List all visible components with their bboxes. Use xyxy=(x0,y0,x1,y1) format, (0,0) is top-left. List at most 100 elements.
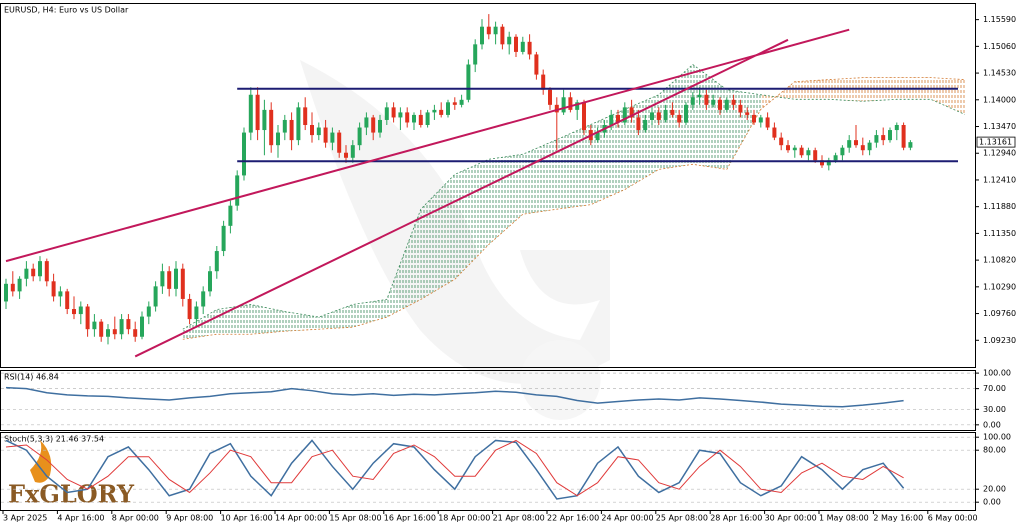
candle-body xyxy=(554,104,559,113)
candle-body xyxy=(187,298,192,320)
candle-body xyxy=(520,41,525,52)
candle-body xyxy=(418,114,423,126)
candle-body xyxy=(677,114,682,123)
x-tick-label: 18 Apr 00:00 xyxy=(438,514,490,523)
indicator-line xyxy=(5,439,905,500)
x-tick-label: 24 Apr 00:00 xyxy=(601,514,653,523)
candle-body xyxy=(568,97,573,110)
candle-body xyxy=(711,99,716,105)
candle-body xyxy=(697,94,702,98)
candle-body xyxy=(806,150,811,156)
candle-body xyxy=(378,119,382,133)
cloud-area xyxy=(284,311,319,332)
candle-body xyxy=(833,155,838,161)
candle-body xyxy=(51,281,56,297)
candle-body xyxy=(58,291,63,297)
candle-body xyxy=(765,117,770,128)
candle-body xyxy=(289,119,294,141)
candle-body xyxy=(432,109,437,113)
cloud-area xyxy=(590,109,625,205)
cloud-span-a xyxy=(182,63,965,330)
y-tick-label: 1.09760 xyxy=(983,309,1016,318)
candle-body xyxy=(323,127,328,143)
candle-body xyxy=(704,94,709,105)
candle-body xyxy=(493,26,498,35)
candle-body xyxy=(31,268,36,277)
candle-body xyxy=(153,286,158,307)
candle-body xyxy=(194,306,199,320)
y-tick-label: 0.00 xyxy=(983,498,1001,507)
candle-body xyxy=(881,135,886,141)
candle-body xyxy=(242,132,246,176)
y-tick-label: 80.00 xyxy=(983,446,1006,455)
candle-body xyxy=(466,64,471,100)
candle-body xyxy=(643,119,648,131)
candle-body xyxy=(85,306,90,330)
candle-body xyxy=(296,107,301,141)
y-tick-label: 1.12410 xyxy=(983,175,1016,184)
candle-body xyxy=(350,145,355,158)
y-tick-label: 1.14000 xyxy=(983,95,1016,104)
candle-body xyxy=(303,107,308,126)
candle-body xyxy=(316,127,321,136)
rsi-title: RSI(14) 46.84 xyxy=(4,373,59,382)
rsi-panel xyxy=(0,370,976,431)
candle-body xyxy=(17,278,22,292)
x-tick-label: 14 Apr 00:00 xyxy=(275,514,327,523)
candle-body xyxy=(391,107,396,118)
x-tick-label: 4 Apr 16:00 xyxy=(57,514,104,523)
cloud-area xyxy=(250,304,285,335)
y-tick-label: 1.11880 xyxy=(983,202,1016,211)
candle-body xyxy=(228,205,233,226)
candle-body xyxy=(724,99,729,110)
candle-body xyxy=(854,140,858,146)
candle-body xyxy=(459,99,464,105)
candle-body xyxy=(534,54,539,75)
candle-body xyxy=(146,306,151,317)
candle-body xyxy=(792,147,797,151)
candle-body xyxy=(92,321,97,330)
candle-body xyxy=(255,94,260,131)
candle-body xyxy=(160,271,165,287)
x-tick-label: 28 Apr 16:00 xyxy=(710,514,762,523)
chart-title: EURUSD, H4: Euro vs US Dollar xyxy=(4,6,129,15)
candle-body xyxy=(561,97,566,113)
candle-body xyxy=(908,142,913,148)
candle-body xyxy=(65,291,70,310)
price-box xyxy=(976,136,1016,148)
candle-body xyxy=(214,251,219,272)
candle-body xyxy=(507,36,512,45)
indicator-line xyxy=(5,439,904,497)
stoch-title: Stoch(5,3,3) 21.46 37.54 xyxy=(4,435,104,444)
candle-body xyxy=(813,150,818,161)
candle-body xyxy=(38,261,42,277)
x-tick-label: 8 Apr 00:00 xyxy=(112,514,159,523)
stoch-panel xyxy=(0,432,976,511)
x-tick-label: 1 May 08:00 xyxy=(819,514,869,523)
candle-body xyxy=(779,137,784,146)
candle-body xyxy=(126,319,131,330)
cloud-area xyxy=(386,209,421,318)
candle-body xyxy=(500,26,505,45)
drawn-line xyxy=(134,38,789,358)
candle-body xyxy=(514,36,518,52)
candle-body xyxy=(262,109,267,131)
candle-body xyxy=(888,130,892,141)
x-tick-label: 2 May 16:00 xyxy=(873,514,923,523)
logo-mark xyxy=(30,440,52,483)
y-tick-label: 1.10290 xyxy=(983,282,1016,291)
candle-body xyxy=(894,125,899,131)
candle-body xyxy=(24,268,29,279)
candle-body xyxy=(133,329,138,337)
candle-body xyxy=(344,152,348,158)
logo: FxGLORY xyxy=(8,480,135,509)
candle-body xyxy=(473,44,478,65)
candle-body xyxy=(758,117,763,123)
candle-body xyxy=(235,175,240,206)
candle-body xyxy=(72,309,76,315)
y-tick-label: 1.14530 xyxy=(983,69,1016,78)
candle-body xyxy=(548,89,552,105)
candle-body xyxy=(337,132,342,153)
candle-body xyxy=(575,102,580,110)
